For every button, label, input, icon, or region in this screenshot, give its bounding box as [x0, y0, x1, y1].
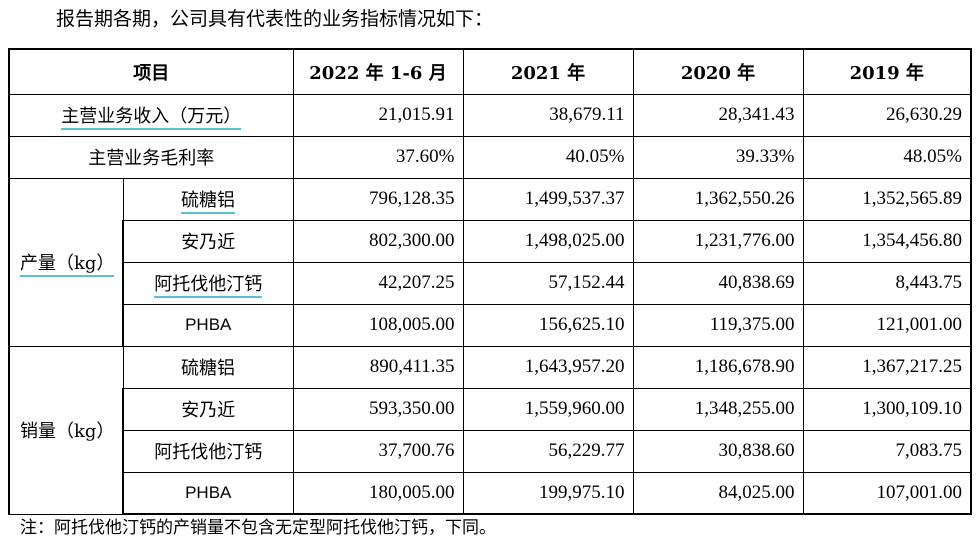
cell-value: 28,341.43: [632, 93, 804, 137]
cell-value: 1,231,776.00: [632, 219, 804, 263]
table-row: 安乃近 802,300.00 1,498,025.00 1,231,776.00…: [9, 219, 972, 263]
table-row: 产量（kg） 硫糖铝 796,128.35 1,499,537.37 1,362…: [8, 177, 972, 347]
cell-value: 1,362,550.26: [632, 177, 804, 221]
business-metrics-table: 项目 2022 年 1-6 月 2021 年 2020 年 2019 年 主营业…: [8, 48, 972, 515]
product-label[interactable]: 阿托伐他汀钙: [154, 274, 263, 298]
cell-value: 199,975.10: [462, 471, 634, 515]
cell-value: 796,128.35: [292, 177, 464, 221]
footnote: 注：阿托伐他汀钙的产销量不包含无定型阿托伐他汀钙，下同。: [20, 518, 496, 538]
cell-value: 57,152.44: [462, 261, 634, 305]
table-header-row: 项目 2022 年 1-6 月 2021 年 2020 年 2019 年: [8, 48, 972, 95]
cell-value: 7,083.75: [802, 429, 972, 473]
cell-value: 1,348,255.00: [632, 387, 804, 431]
cell-value: 1,186,678.90: [632, 345, 804, 389]
intro-text: 报告期各期，公司具有代表性的业务指标情况如下：: [56, 8, 494, 30]
sales-group-label: 销量（kg）: [8, 345, 124, 515]
cell-value: 1,643,957.20: [462, 345, 634, 389]
header-2021: 2021 年: [462, 48, 634, 95]
cell-value: 1,300,109.10: [802, 387, 972, 431]
product-label: PHBA: [122, 303, 294, 347]
cell-value: 108,005.00: [292, 303, 464, 347]
revenue-label[interactable]: 主营业务收入（万元）: [61, 106, 242, 130]
header-2019: 2019 年: [802, 48, 972, 95]
cell-value: 42,207.25: [292, 261, 464, 305]
cell-value: 37.60%: [292, 135, 464, 179]
production-group-label[interactable]: 产量（kg）: [20, 253, 115, 277]
cell-value: 38,679.11: [462, 93, 634, 137]
cell-value: 40.05%: [462, 135, 634, 179]
product-label: 硫糖铝: [122, 345, 294, 389]
cell-value: 1,499,537.37: [462, 177, 634, 221]
cell-value: 156,625.10: [462, 303, 634, 347]
product-label: 安乃近: [122, 387, 294, 431]
table-row: 阿托伐他汀钙 37,700.76 56,229.77 30,838.60 7,0…: [9, 429, 972, 473]
table-row: 主营业务毛利率 37.60% 40.05% 39.33% 48.05%: [8, 135, 972, 179]
cell-value: 593,350.00: [292, 387, 464, 431]
table-row: PHBA 180,005.00 199,975.10 84,025.00 107…: [9, 471, 972, 515]
cell-value: 1,498,025.00: [462, 219, 634, 263]
header-item: 项目: [8, 48, 294, 95]
cell-value: 21,015.91: [292, 93, 464, 137]
cell-value: 1,354,456.80: [802, 219, 972, 263]
header-2022h1: 2022 年 1-6 月: [292, 48, 464, 95]
cell-value: 180,005.00: [292, 471, 464, 515]
cell-value: 1,367,217.25: [802, 345, 972, 389]
table-row: 阿托伐他汀钙 42,207.25 57,152.44 40,838.69 8,4…: [9, 261, 972, 305]
cell-value: 39.33%: [632, 135, 804, 179]
cell-value: 30,838.60: [632, 429, 804, 473]
cell-value: 802,300.00: [292, 219, 464, 263]
product-label: 阿托伐他汀钙: [122, 429, 294, 473]
cell-value: 8,443.75: [802, 261, 972, 305]
product-label: 安乃近: [122, 219, 294, 263]
cell-value: 37,700.76: [292, 429, 464, 473]
cell-value: 48.05%: [802, 135, 972, 179]
cell-value: 40,838.69: [632, 261, 804, 305]
table-row: PHBA 108,005.00 156,625.10 119,375.00 12…: [9, 303, 972, 347]
table-row: 主营业务收入（万元） 21,015.91 38,679.11 28,341.43…: [8, 93, 972, 137]
cell-value: 107,001.00: [802, 471, 972, 515]
product-label[interactable]: 硫糖铝: [181, 190, 235, 214]
cell-value: 84,025.00: [632, 471, 804, 515]
cell-value: 1,559,960.00: [462, 387, 634, 431]
table-row: 销量（kg） 硫糖铝 890,411.35 1,643,957.20 1,186…: [8, 345, 972, 515]
cell-value: 1,352,565.89: [802, 177, 972, 221]
cell-value: 56,229.77: [462, 429, 634, 473]
cell-value: 890,411.35: [292, 345, 464, 389]
cell-value: 121,001.00: [802, 303, 972, 347]
header-2020: 2020 年: [632, 48, 804, 95]
cell-value: 119,375.00: [632, 303, 804, 347]
gross-margin-label: 主营业务毛利率: [8, 135, 294, 179]
cell-value: 26,630.29: [802, 93, 972, 137]
product-label: PHBA: [122, 471, 294, 515]
table-row: 安乃近 593,350.00 1,559,960.00 1,348,255.00…: [9, 387, 972, 431]
